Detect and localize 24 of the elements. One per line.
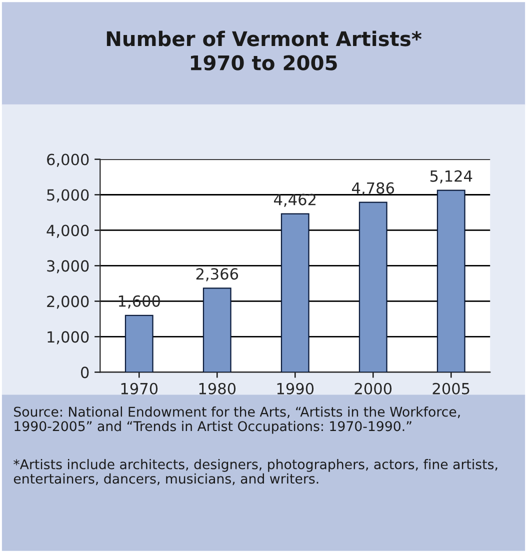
data-label: 5,124 bbox=[430, 170, 472, 184]
bar bbox=[124, 314, 154, 372]
y-tick-label: 1,000 bbox=[48, 331, 89, 344]
source-note: Source: National Endowment for the Arts, “Artists in the Workforce, 1990-2005” and “Trends in Artist Occupations: 1970-1990.” bbox=[14, 406, 460, 434]
x-tick-label: 1970 bbox=[121, 382, 158, 394]
y-tick-label: 6,000 bbox=[47, 154, 89, 167]
y-tick-label: 0 bbox=[81, 366, 89, 378]
text: *Artists include architects, designers, photographers, actors, fine artists, entertainers, dancers, musicians, and writers. bbox=[14, 458, 498, 486]
x-tick-label: 2000 bbox=[354, 382, 392, 394]
y-tick-label: 4,000 bbox=[46, 224, 89, 238]
y-tick-label: 2,000 bbox=[47, 296, 89, 309]
y-tick-label: 3,000 bbox=[47, 260, 89, 274]
chart-title: Number of Vermont Artists* 1970 to 2005 bbox=[106, 30, 422, 70]
bar bbox=[436, 190, 466, 372]
bar bbox=[358, 202, 388, 372]
bar bbox=[280, 213, 310, 372]
data-label: 4,462 bbox=[274, 194, 316, 207]
y-tick-label: 5,000 bbox=[47, 189, 89, 202]
x-tick-label: 1990 bbox=[277, 382, 314, 394]
bar bbox=[202, 288, 232, 372]
x-tick-label: 1980 bbox=[199, 382, 236, 394]
data-label: 4,786 bbox=[352, 182, 394, 196]
x-tick-label: 2005 bbox=[432, 382, 470, 394]
data-label: 2,366 bbox=[196, 268, 238, 282]
